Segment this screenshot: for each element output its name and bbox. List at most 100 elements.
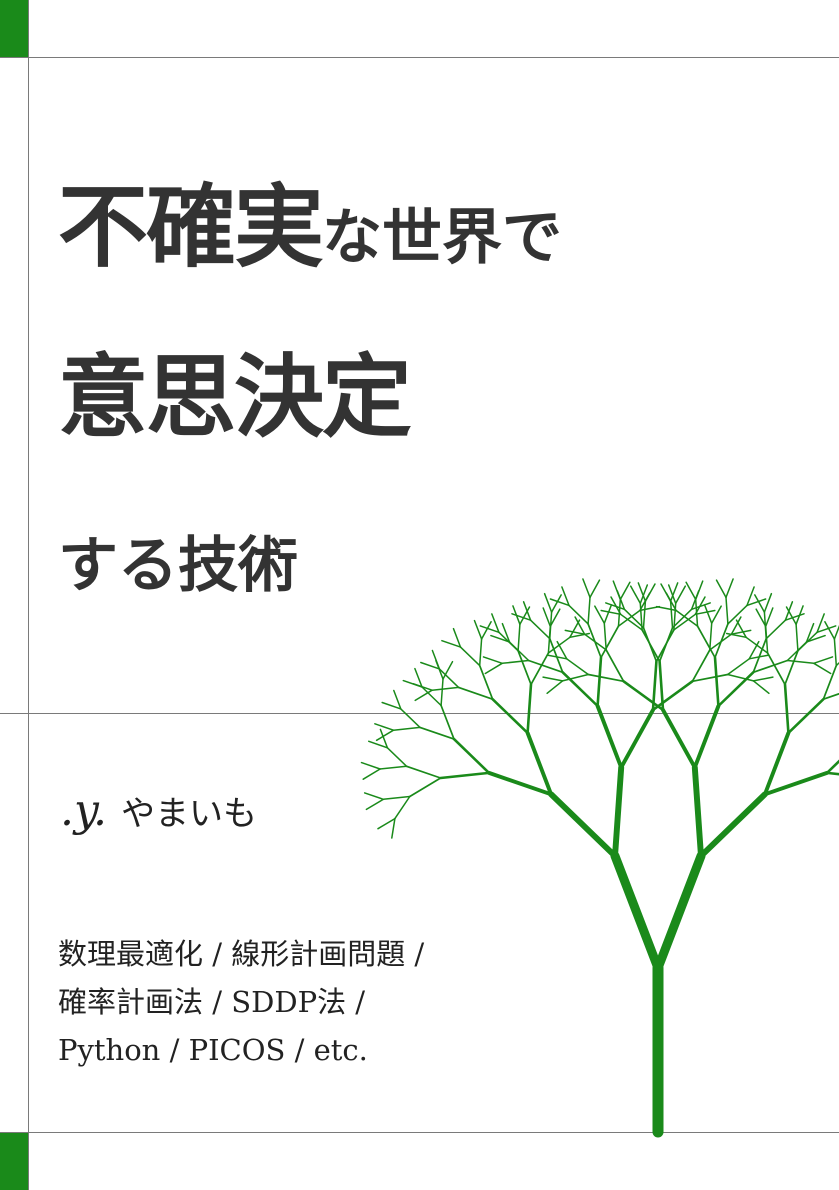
tree-branch [377, 817, 396, 830]
tree-branch [561, 673, 590, 682]
tree-branch [478, 664, 494, 701]
tree-branch [746, 598, 767, 607]
tree-branch [691, 673, 729, 683]
tree-branch [441, 639, 462, 648]
tree-branch [565, 658, 590, 676]
tree-branch [546, 680, 564, 695]
tree-branch [725, 596, 729, 625]
tree-branch [542, 607, 552, 628]
tree-branch [813, 656, 834, 665]
tree-branch [752, 680, 770, 695]
tree-branch [690, 602, 711, 611]
tree-branch [795, 623, 799, 652]
tree-branch [490, 634, 511, 643]
tree-branch [764, 625, 769, 654]
tree-branch [673, 613, 697, 631]
tree-branch [414, 689, 433, 702]
tree-branch [658, 626, 674, 663]
tree-branch [785, 606, 797, 626]
tree-branch [391, 817, 396, 839]
tree-branch [825, 771, 839, 776]
author-mark: .y. [60, 785, 107, 836]
tree-branch [491, 613, 500, 634]
tree-branch [763, 592, 773, 613]
tree-branch [746, 586, 755, 607]
title-small-text: な世界で [322, 203, 562, 273]
tree-branch [696, 625, 716, 659]
tree-branch [527, 659, 564, 674]
tree-branch [600, 609, 622, 616]
tree-branch [548, 791, 618, 859]
tree-branch [651, 680, 694, 712]
tree-branch [457, 686, 494, 701]
tree-branch [412, 683, 433, 691]
tree-branch [833, 624, 839, 640]
tree-branch [669, 582, 679, 602]
tree-branch [360, 761, 381, 770]
tree-branch [669, 600, 674, 629]
tree-branch [637, 582, 647, 602]
top-accent-block [0, 0, 28, 57]
tree-branch [365, 798, 385, 811]
tree-branch [692, 704, 721, 770]
tree-branch [405, 765, 442, 779]
tree-branch [549, 598, 570, 607]
tree-branch [745, 636, 769, 654]
tree-branch [764, 607, 774, 628]
tree-branch [713, 656, 720, 708]
tree-branch [543, 592, 553, 613]
tree-branch [517, 623, 521, 652]
tree-branch [667, 584, 677, 605]
tree-branch [658, 660, 665, 712]
tree-branch [623, 608, 645, 629]
tree-branch [501, 622, 511, 643]
tree-branch [675, 609, 699, 627]
tree-branch [639, 602, 643, 631]
tree-branch [479, 625, 500, 634]
bottom-rule [0, 1132, 839, 1133]
tree-branch [762, 770, 829, 797]
tree-branch [784, 649, 799, 686]
tree-branch [754, 594, 766, 613]
tree-branch [619, 581, 631, 601]
author-name: やまいも [121, 794, 257, 834]
tree-branch [783, 683, 790, 735]
tree-branch [765, 619, 787, 640]
tree-branch [797, 631, 818, 652]
tree-branch [480, 621, 492, 640]
tree-branch [382, 795, 411, 801]
author-block: .y. やまいも [60, 785, 257, 836]
tree-branch [569, 632, 591, 639]
tree-branch [784, 613, 805, 621]
left-rule [28, 0, 29, 1190]
tree-branch [530, 652, 550, 686]
tree-branch [561, 671, 599, 708]
tree-branch [491, 697, 529, 735]
tree-branch [822, 692, 839, 701]
tree-branch [419, 726, 455, 740]
tree-branch [685, 581, 697, 601]
tree-branch [420, 661, 441, 670]
tree-branch [735, 619, 747, 639]
tree-branch [511, 613, 532, 621]
top-rule [0, 57, 839, 58]
tree-branch [726, 658, 751, 676]
tree-branch [619, 613, 643, 631]
tree-branch [616, 590, 626, 611]
tree-branch [694, 598, 699, 627]
tree-branch [671, 608, 693, 629]
tree-branch [368, 740, 389, 749]
tree-branch [473, 619, 483, 640]
tree-branch [717, 671, 755, 708]
tree-branch [642, 600, 647, 629]
tree-branch [440, 678, 444, 707]
tree-branch [379, 728, 389, 749]
tree-branch [694, 580, 704, 601]
tree-branch [795, 605, 804, 626]
tree-branch [484, 662, 503, 675]
tree-branch [752, 637, 768, 674]
tree-branch [612, 764, 625, 859]
tree-branch [619, 707, 655, 770]
tree-branch [440, 704, 455, 740]
tree-branch [715, 579, 727, 599]
